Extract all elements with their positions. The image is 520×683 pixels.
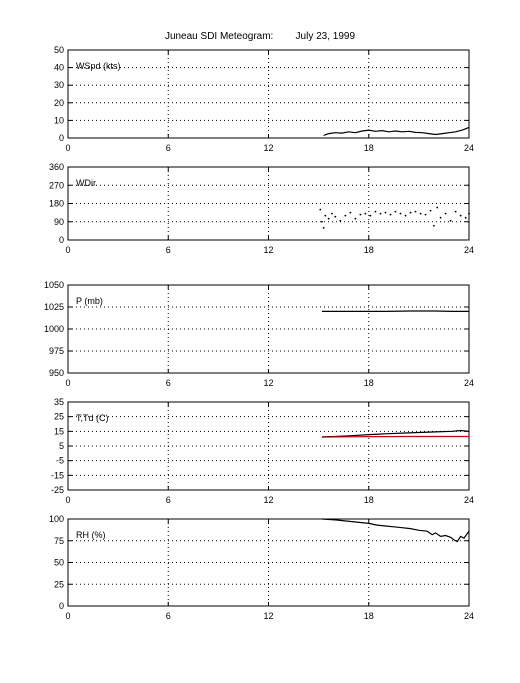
panel-2-point xyxy=(331,212,333,215)
panel-2-point xyxy=(339,219,342,222)
panel-2-point xyxy=(454,210,457,213)
panel-4-series-2-line xyxy=(321,435,469,438)
panel-2-point xyxy=(459,214,462,217)
panel-5-label: RH (%) xyxy=(76,530,106,540)
panel-4-label: T,Td (C) xyxy=(76,413,109,423)
panel-3-ytick-label: 975 xyxy=(49,346,64,356)
panel-2-point xyxy=(414,210,417,213)
panel-5-ytick-label: 25 xyxy=(54,579,64,589)
panel-2-xtick-label: 6 xyxy=(166,245,171,255)
panel-2-point xyxy=(389,213,392,216)
panel-5-ytick-label: 50 xyxy=(54,558,64,568)
panel-5-xtick-label: 0 xyxy=(65,611,70,621)
panel-2-xtick-label: 12 xyxy=(263,245,273,255)
panel-4-series-1-line xyxy=(321,429,470,438)
panel-2-xtick-label: 0 xyxy=(65,245,70,255)
panel-2-ytick-label: 360 xyxy=(49,162,64,172)
panel-2-ytick-label: 0 xyxy=(59,235,64,245)
panel-3-xtick-label: 0 xyxy=(65,378,70,388)
panel-2-point xyxy=(322,226,325,229)
panel-1-ytick-label: 40 xyxy=(54,63,64,73)
panel-5-xtick-label: 18 xyxy=(364,611,374,621)
panel-2-point xyxy=(359,213,362,216)
panel-2-point xyxy=(444,212,447,215)
panel-2-point xyxy=(364,212,367,215)
panel-2-point xyxy=(321,220,323,223)
panel-3-ytick-label: 1025 xyxy=(44,302,64,312)
panel-2-label: WDir xyxy=(76,178,96,188)
figure-title: Juneau SDI Meteogram: July 23, 1999 xyxy=(164,31,356,42)
panel-2-point xyxy=(384,211,387,214)
panel-2-point xyxy=(334,215,337,218)
panel-1-xtick-label: 18 xyxy=(364,143,374,153)
panel-4-ytick-label: 15 xyxy=(54,426,64,436)
panel-5-series-1-line xyxy=(321,518,470,543)
panel-2-point xyxy=(344,214,347,217)
panel-4-xtick-label: 12 xyxy=(263,495,273,505)
panel-4-ytick-label: 35 xyxy=(54,397,64,407)
panel-5-ytick-label: 75 xyxy=(54,536,64,546)
panel-1-ytick-label: 10 xyxy=(54,115,64,125)
panel-4-ytick-label: 25 xyxy=(54,412,64,422)
panel-4-ytick-label: -25 xyxy=(51,485,64,495)
panel-2-xtick-label: 24 xyxy=(464,245,474,255)
panel-2-point xyxy=(349,211,352,214)
panel-4-xtick-label: 6 xyxy=(166,495,171,505)
panel-2-point xyxy=(468,212,470,215)
panel-5-xtick-label: 24 xyxy=(464,611,474,621)
panel-4-xtick-label: 18 xyxy=(364,495,374,505)
panel-5-xtick-label: 6 xyxy=(166,611,171,621)
panel-5-xtick-label: 12 xyxy=(263,611,273,621)
panel-3-ytick-label: 1050 xyxy=(44,280,64,290)
panel-4-ytick-label: -15 xyxy=(51,470,64,480)
panel-2-point xyxy=(429,209,432,212)
panel-5-ytick-label: 100 xyxy=(49,514,64,524)
panel-1-xtick-label: 6 xyxy=(166,143,171,153)
panel-2-point xyxy=(369,214,372,217)
panel-2-point xyxy=(354,217,357,220)
panel-3-xtick-label: 18 xyxy=(364,378,374,388)
panel-2-point xyxy=(374,210,377,213)
panel-2-point xyxy=(319,208,322,211)
panel-1-ytick-label: 50 xyxy=(54,45,64,55)
panel-3-xtick-label: 12 xyxy=(263,378,273,388)
panel-2-ytick-label: 90 xyxy=(54,217,64,227)
panel-1-xtick-label: 24 xyxy=(464,143,474,153)
panel-3-ytick-label: 1000 xyxy=(44,324,64,334)
panel-2-point xyxy=(379,212,382,215)
panel-1-series-1-line xyxy=(323,126,470,136)
panel-2-ytick-label: 180 xyxy=(49,199,64,209)
panel-3-label: P (mb) xyxy=(76,296,103,306)
panel-4-ytick-label: 5 xyxy=(59,441,64,451)
panel-3-xtick-label: 6 xyxy=(166,378,171,388)
panel-2-point xyxy=(409,211,412,214)
panel-4-xtick-label: 0 xyxy=(65,495,70,505)
panel-2-point xyxy=(449,219,452,222)
panel-2-xtick-label: 18 xyxy=(364,245,374,255)
panel-2-point xyxy=(424,213,427,216)
panel-2-point xyxy=(436,206,439,209)
panel-2-ytick-label: 270 xyxy=(49,180,64,190)
panel-2-point xyxy=(324,214,327,217)
panel-2-point xyxy=(419,212,422,215)
panel-4-ytick-label: -5 xyxy=(56,456,64,466)
panel-2-point xyxy=(404,214,407,217)
panel-1-xtick-label: 0 xyxy=(65,143,70,153)
panel-3-ytick-label: 950 xyxy=(49,368,64,378)
panel-2-point xyxy=(464,216,467,219)
panel-1-ytick-label: 30 xyxy=(54,80,64,90)
panel-2-point xyxy=(394,210,397,213)
panel-1-ytick-label: 20 xyxy=(54,98,64,108)
panel-4-xtick-label: 24 xyxy=(464,495,474,505)
panel-2-point xyxy=(327,217,330,220)
panel-1-xtick-label: 12 xyxy=(263,143,273,153)
panel-2-point xyxy=(439,216,442,219)
panel-1-label: WSpd (kts) xyxy=(76,61,121,71)
panel-1-ytick-label: 0 xyxy=(59,133,64,143)
panel-2-point xyxy=(433,224,435,227)
panel-5-ytick-label: 0 xyxy=(59,601,64,611)
panel-3-xtick-label: 24 xyxy=(464,378,474,388)
panel-2-point xyxy=(399,212,402,215)
